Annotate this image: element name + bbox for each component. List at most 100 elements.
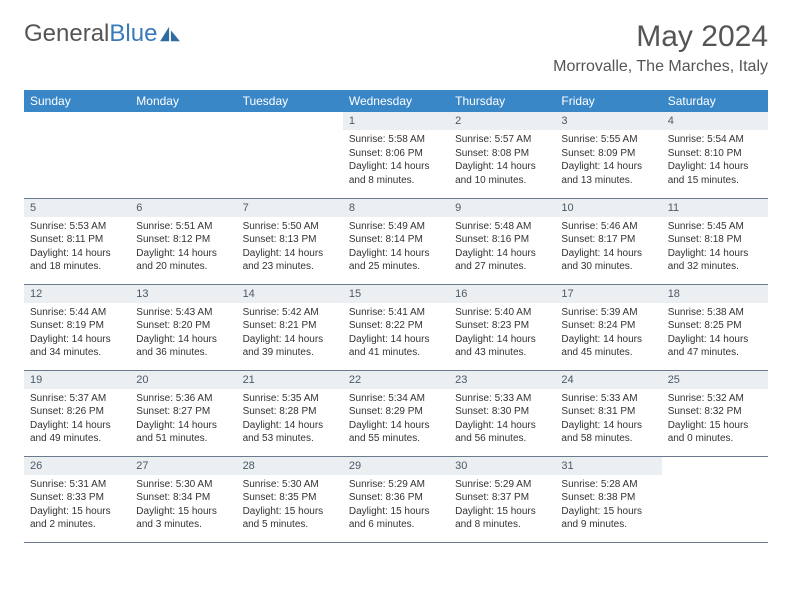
calendar-cell: 5Sunrise: 5:53 AMSunset: 8:11 PMDaylight… xyxy=(24,198,130,284)
daylight-text-1: Daylight: 14 hours xyxy=(455,419,549,433)
calendar-cell xyxy=(24,112,130,198)
calendar-cell xyxy=(130,112,236,198)
calendar-week-row: 26Sunrise: 5:31 AMSunset: 8:33 PMDayligh… xyxy=(24,456,768,542)
daylight-text-1: Daylight: 14 hours xyxy=(243,333,337,347)
sunrise-text: Sunrise: 5:55 AM xyxy=(561,133,655,147)
sunset-text: Sunset: 8:21 PM xyxy=(243,319,337,333)
calendar-cell: 18Sunrise: 5:38 AMSunset: 8:25 PMDayligh… xyxy=(662,284,768,370)
calendar-cell: 31Sunrise: 5:28 AMSunset: 8:38 PMDayligh… xyxy=(555,456,661,542)
daylight-text-1: Daylight: 15 hours xyxy=(455,505,549,519)
sunset-text: Sunset: 8:19 PM xyxy=(30,319,124,333)
daylight-text-2: and 58 minutes. xyxy=(561,432,655,446)
sunset-text: Sunset: 8:35 PM xyxy=(243,491,337,505)
daylight-text-1: Daylight: 14 hours xyxy=(136,333,230,347)
daylight-text-2: and 2 minutes. xyxy=(30,518,124,532)
sunrise-text: Sunrise: 5:46 AM xyxy=(561,220,655,234)
sunrise-text: Sunrise: 5:29 AM xyxy=(455,478,549,492)
daylight-text-2: and 8 minutes. xyxy=(455,518,549,532)
calendar-week-row: 1Sunrise: 5:58 AMSunset: 8:06 PMDaylight… xyxy=(24,112,768,198)
sunrise-text: Sunrise: 5:41 AM xyxy=(349,306,443,320)
sunset-text: Sunset: 8:09 PM xyxy=(561,147,655,161)
sunset-text: Sunset: 8:20 PM xyxy=(136,319,230,333)
sunset-text: Sunset: 8:36 PM xyxy=(349,491,443,505)
daylight-text-2: and 43 minutes. xyxy=(455,346,549,360)
sunset-text: Sunset: 8:17 PM xyxy=(561,233,655,247)
day-number: 13 xyxy=(130,285,236,303)
daylight-text-2: and 8 minutes. xyxy=(349,174,443,188)
daylight-text-2: and 30 minutes. xyxy=(561,260,655,274)
calendar-cell: 2Sunrise: 5:57 AMSunset: 8:08 PMDaylight… xyxy=(449,112,555,198)
calendar-cell: 19Sunrise: 5:37 AMSunset: 8:26 PMDayligh… xyxy=(24,370,130,456)
sunrise-text: Sunrise: 5:30 AM xyxy=(243,478,337,492)
calendar-cell xyxy=(237,112,343,198)
sunset-text: Sunset: 8:32 PM xyxy=(668,405,762,419)
day-details: Sunrise: 5:51 AMSunset: 8:12 PMDaylight:… xyxy=(130,217,236,280)
sunrise-text: Sunrise: 5:51 AM xyxy=(136,220,230,234)
daylight-text-1: Daylight: 14 hours xyxy=(349,419,443,433)
daylight-text-1: Daylight: 14 hours xyxy=(561,333,655,347)
daylight-text-1: Daylight: 14 hours xyxy=(136,247,230,261)
day-details: Sunrise: 5:41 AMSunset: 8:22 PMDaylight:… xyxy=(343,303,449,366)
logo-text-gray: General xyxy=(24,20,109,48)
calendar-body: 1Sunrise: 5:58 AMSunset: 8:06 PMDaylight… xyxy=(24,112,768,542)
sunrise-text: Sunrise: 5:42 AM xyxy=(243,306,337,320)
calendar-cell: 21Sunrise: 5:35 AMSunset: 8:28 PMDayligh… xyxy=(237,370,343,456)
day-number: 1 xyxy=(343,112,449,130)
daylight-text-1: Daylight: 14 hours xyxy=(561,247,655,261)
sunrise-text: Sunrise: 5:28 AM xyxy=(561,478,655,492)
daylight-text-2: and 9 minutes. xyxy=(561,518,655,532)
daylight-text-2: and 39 minutes. xyxy=(243,346,337,360)
calendar-cell: 30Sunrise: 5:29 AMSunset: 8:37 PMDayligh… xyxy=(449,456,555,542)
day-details: Sunrise: 5:46 AMSunset: 8:17 PMDaylight:… xyxy=(555,217,661,280)
day-number: 22 xyxy=(343,371,449,389)
sunset-text: Sunset: 8:22 PM xyxy=(349,319,443,333)
day-details: Sunrise: 5:58 AMSunset: 8:06 PMDaylight:… xyxy=(343,130,449,193)
sunset-text: Sunset: 8:26 PM xyxy=(30,405,124,419)
daylight-text-2: and 23 minutes. xyxy=(243,260,337,274)
day-details: Sunrise: 5:45 AMSunset: 8:18 PMDaylight:… xyxy=(662,217,768,280)
sunrise-text: Sunrise: 5:54 AM xyxy=(668,133,762,147)
month-title: May 2024 xyxy=(553,20,768,54)
sunset-text: Sunset: 8:33 PM xyxy=(30,491,124,505)
daylight-text-1: Daylight: 14 hours xyxy=(243,247,337,261)
day-number: 26 xyxy=(24,457,130,475)
calendar-cell: 3Sunrise: 5:55 AMSunset: 8:09 PMDaylight… xyxy=(555,112,661,198)
day-number: 19 xyxy=(24,371,130,389)
daylight-text-1: Daylight: 15 hours xyxy=(561,505,655,519)
day-number: 7 xyxy=(237,199,343,217)
sunset-text: Sunset: 8:11 PM xyxy=(30,233,124,247)
sunrise-text: Sunrise: 5:33 AM xyxy=(561,392,655,406)
day-details: Sunrise: 5:48 AMSunset: 8:16 PMDaylight:… xyxy=(449,217,555,280)
calendar-cell: 7Sunrise: 5:50 AMSunset: 8:13 PMDaylight… xyxy=(237,198,343,284)
daylight-text-2: and 53 minutes. xyxy=(243,432,337,446)
day-number: 3 xyxy=(555,112,661,130)
calendar-cell: 25Sunrise: 5:32 AMSunset: 8:32 PMDayligh… xyxy=(662,370,768,456)
day-details: Sunrise: 5:38 AMSunset: 8:25 PMDaylight:… xyxy=(662,303,768,366)
calendar-cell: 9Sunrise: 5:48 AMSunset: 8:16 PMDaylight… xyxy=(449,198,555,284)
day-details: Sunrise: 5:49 AMSunset: 8:14 PMDaylight:… xyxy=(343,217,449,280)
sunrise-text: Sunrise: 5:57 AM xyxy=(455,133,549,147)
calendar-cell: 27Sunrise: 5:30 AMSunset: 8:34 PMDayligh… xyxy=(130,456,236,542)
calendar-cell: 12Sunrise: 5:44 AMSunset: 8:19 PMDayligh… xyxy=(24,284,130,370)
sunrise-text: Sunrise: 5:49 AM xyxy=(349,220,443,234)
daylight-text-1: Daylight: 14 hours xyxy=(243,419,337,433)
sunset-text: Sunset: 8:25 PM xyxy=(668,319,762,333)
daylight-text-2: and 56 minutes. xyxy=(455,432,549,446)
daylight-text-2: and 27 minutes. xyxy=(455,260,549,274)
sunrise-text: Sunrise: 5:35 AM xyxy=(243,392,337,406)
day-details: Sunrise: 5:42 AMSunset: 8:21 PMDaylight:… xyxy=(237,303,343,366)
sunrise-text: Sunrise: 5:53 AM xyxy=(30,220,124,234)
calendar-cell: 8Sunrise: 5:49 AMSunset: 8:14 PMDaylight… xyxy=(343,198,449,284)
calendar-cell: 16Sunrise: 5:40 AMSunset: 8:23 PMDayligh… xyxy=(449,284,555,370)
sunset-text: Sunset: 8:23 PM xyxy=(455,319,549,333)
daylight-text-2: and 18 minutes. xyxy=(30,260,124,274)
weekday-header: Friday xyxy=(555,90,661,112)
day-number: 21 xyxy=(237,371,343,389)
day-number: 4 xyxy=(662,112,768,130)
daylight-text-2: and 15 minutes. xyxy=(668,174,762,188)
logo-text-blue: Blue xyxy=(109,20,157,48)
sunset-text: Sunset: 8:37 PM xyxy=(455,491,549,505)
day-details: Sunrise: 5:33 AMSunset: 8:30 PMDaylight:… xyxy=(449,389,555,452)
sunset-text: Sunset: 8:34 PM xyxy=(136,491,230,505)
calendar-cell: 1Sunrise: 5:58 AMSunset: 8:06 PMDaylight… xyxy=(343,112,449,198)
